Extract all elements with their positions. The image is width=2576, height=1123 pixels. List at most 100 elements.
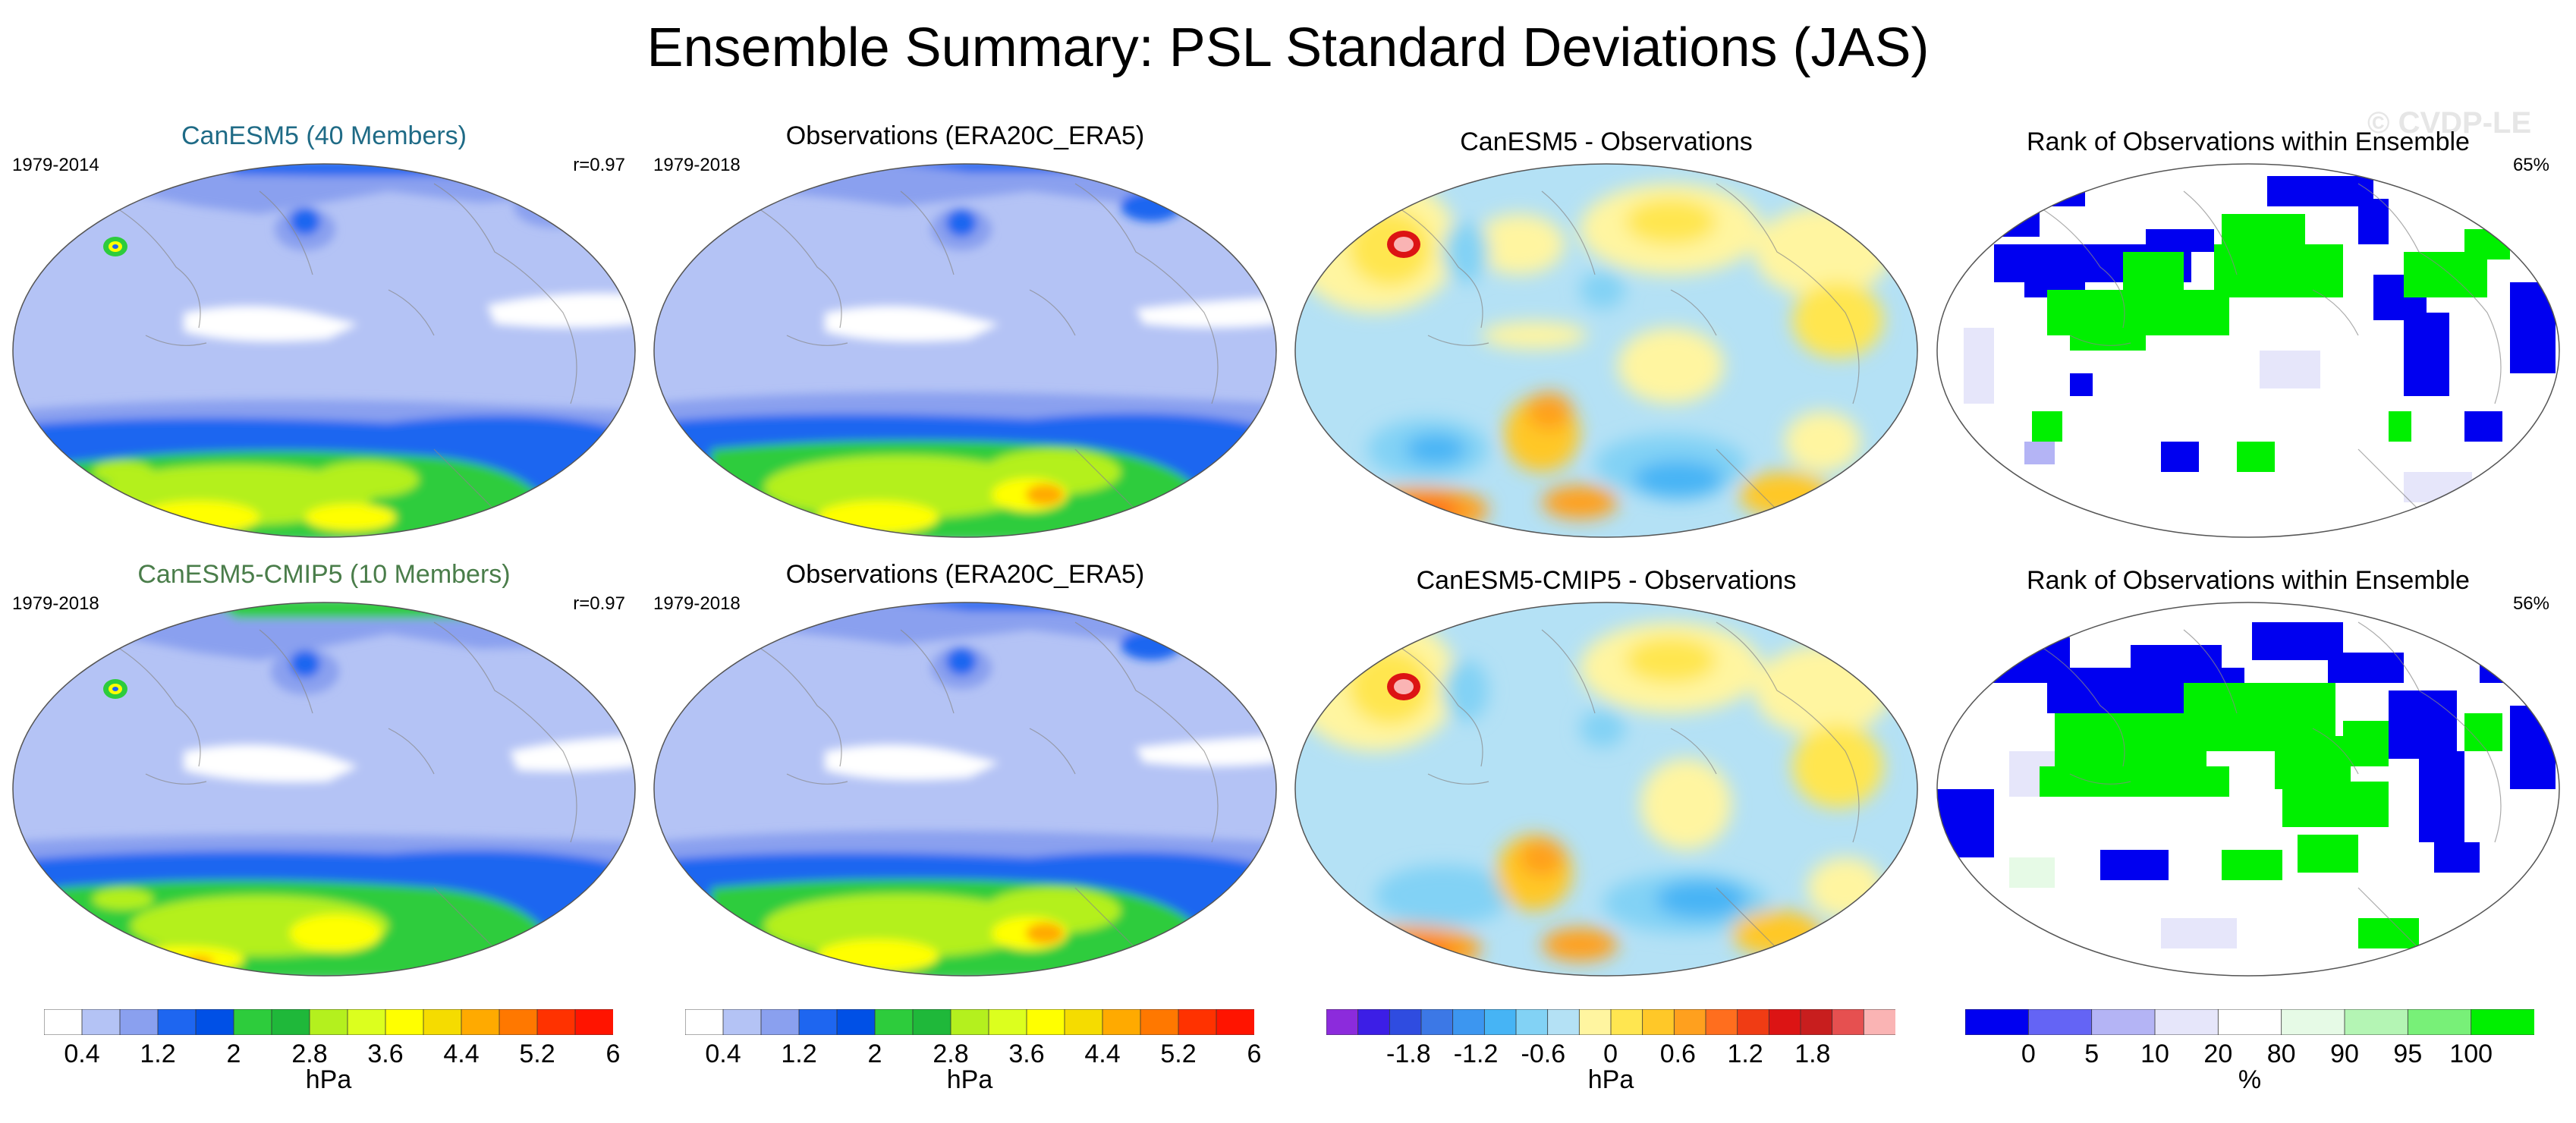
colorbar-tick-label: 5.2 [519,1040,555,1068]
colorbar-swatch [1483,1008,1517,1036]
rank-percent: 56% [2512,593,2549,614]
colorbar-swatch [836,1008,876,1036]
map-diff [1294,163,1918,538]
colorbar-tick-label: 5 [2084,1040,2099,1068]
colorbar-tick-label: 1.8 [1794,1040,1831,1068]
colorbar-swatch [309,1008,348,1036]
panel-title: CanESM5-CMIP5 - Observations [1416,566,1797,595]
colorbar-swatch [1610,1008,1643,1036]
colorbar-swatch [798,1008,838,1036]
colorbar-swatch [1178,1008,1217,1036]
colorbar-swatch [1964,1008,2030,1036]
colorbar-swatch [2027,1008,2093,1036]
colorbar-swatch [1547,1008,1581,1036]
colorbar-swatches [43,1008,614,1036]
period-label: 1979-2018 [653,593,741,614]
colorbar-swatch [499,1008,538,1036]
colorbar-swatch [1026,1008,1065,1036]
main-title: Ensemble Summary: PSL Standard Deviation… [646,17,1930,78]
colorbar-swatch [43,1008,83,1036]
panel-obs-row2: Observations (ERA20C_ERA5) 1979-2018 [650,560,1280,999]
colorbar-swatch [574,1008,614,1036]
colorbar-swatch [1578,1008,1612,1036]
period-label: 1979-2018 [12,593,99,614]
colorbar-swatch [1216,1008,1255,1036]
colorbar-swatches [1964,1008,2535,1036]
colorbar-swatch [1768,1008,1801,1036]
colorbar-swatch [874,1008,914,1036]
panel-diff-row1: CanESM5 - Observations [1291,121,1921,560]
rank-percent: 65% [2512,155,2549,175]
colorbar-swatch [2344,1008,2409,1036]
colorbar-swatch [2281,1008,2345,1036]
colorbar-swatch [233,1008,272,1036]
map-diff [1294,602,1918,977]
panel-title: Observations (ERA20C_ERA5) [785,560,1145,589]
colorbar-swatch [385,1008,424,1036]
pattern-correlation: r=0.97 [573,155,625,175]
panel-rank-row1: Rank of Observations within Ensemble 65% [1933,121,2563,560]
colorbar-tick-label: 100 [2449,1040,2493,1068]
map-std-model [12,602,636,977]
map-std-model [12,163,636,538]
map-rank [1936,602,2560,977]
colorbar-swatches [684,1008,1255,1036]
panel-title: Rank of Observations within Ensemble [2027,127,2470,156]
colorbar-tick-label: 80 [2266,1040,2296,1068]
colorbar-tick-label: 6 [605,1040,621,1068]
colorbar-unit: hPa [305,1065,352,1094]
colorbar-tick-label: 2 [226,1040,241,1068]
colorbar-swatch [1389,1008,1422,1036]
colorbar-diff: hPa -1.8 -1.2 -0.6 0 0.6 1.2 1.8 [1326,1008,1896,1123]
panel-title: CanESM5-CMIP5 (10 Members) [137,560,511,589]
panel-title: Rank of Observations within Ensemble [2027,566,2470,595]
colorbar-swatches [1326,1008,1896,1036]
colorbar-tick-label: 6 [1247,1040,1262,1068]
colorbar-swatch [912,1008,951,1036]
colorbar-swatch [157,1008,197,1036]
colorbar-swatch [347,1008,386,1036]
colorbar-swatch [271,1008,310,1036]
colorbar-swatch [423,1008,462,1036]
period-label: 1979-2018 [653,155,741,175]
colorbar-swatch [1140,1008,1179,1036]
colorbar-tick-label: 2.8 [291,1040,328,1068]
colorbar-tick-label: 4.4 [443,1040,480,1068]
colorbar-swatch [1705,1008,1738,1036]
colorbar-swatch [1515,1008,1549,1036]
colorbar-tick-label: 10 [2140,1040,2169,1068]
colorbar-tick-label: 20 [2203,1040,2233,1068]
colorbar-swatch [2471,1008,2535,1036]
colorbar-swatch [461,1008,500,1036]
pattern-correlation: r=0.97 [573,593,625,614]
panel-diff-row2: CanESM5-CMIP5 - Observations [1291,560,1921,999]
colorbar-swatch [2154,1008,2219,1036]
colorbar-tick-label: 3.6 [1008,1040,1045,1068]
colorbar-swatch [1420,1008,1454,1036]
panel-title: CanESM5 (40 Members) [181,121,467,150]
colorbar-swatch [1737,1008,1770,1036]
colorbar-swatch [760,1008,800,1036]
colorbar-tick-label: -1.8 [1386,1040,1431,1068]
colorbar-tick-label: 0.4 [705,1040,741,1068]
colorbar-swatch [1863,1008,1896,1036]
colorbar-tick-label: 0 [1603,1040,1618,1068]
colorbar-tick-label: 95 [2393,1040,2423,1068]
colorbar-rank: % 0 5 10 20 80 90 95 100 [1964,1008,2535,1123]
map-rank [1936,163,2560,538]
colorbar-swatch [1642,1008,1675,1036]
colorbar-tick-label: 1.2 [781,1040,817,1068]
colorbar-tick-label: -0.6 [1521,1040,1566,1068]
colorbar-std-1: hPa 0.4 1.2 2 2.8 3.6 4.4 5.2 6 [43,1008,620,1123]
colorbar-swatch [119,1008,159,1036]
colorbar-swatch [2091,1008,2156,1036]
colorbar-swatch [988,1008,1027,1036]
colorbar-tick-label: 90 [2330,1040,2359,1068]
colorbar-swatch [1832,1008,1865,1036]
colorbar-tick-label: 4.4 [1084,1040,1121,1068]
colorbar-tick-label: 3.6 [367,1040,404,1068]
colorbar-swatch [81,1008,121,1036]
map-std-obs [653,163,1277,538]
colorbar-tick-label: 0 [2021,1040,2036,1068]
colorbar-swatch [1102,1008,1141,1036]
